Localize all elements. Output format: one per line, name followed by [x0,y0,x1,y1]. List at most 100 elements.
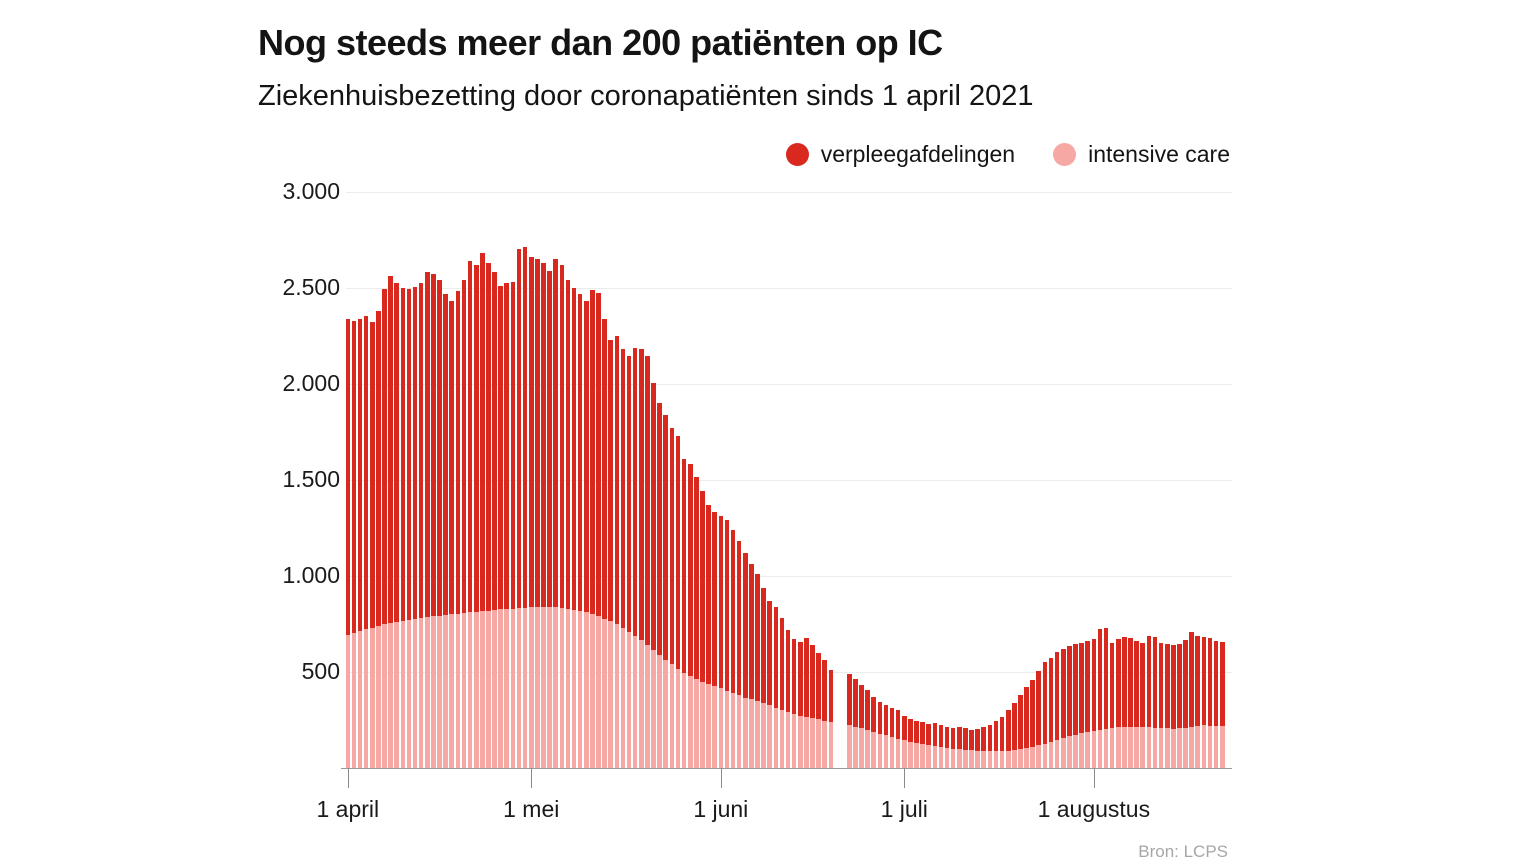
bar-verpleegafdelingen [1171,645,1176,729]
bar-intensive-care [700,681,705,768]
legend-dot-verpleegafdelingen-icon [785,143,809,166]
bar-verpleegafdelingen [975,728,980,751]
bar-verpleegafdelingen [773,607,779,708]
bar-intensive-care [1183,727,1188,768]
bar-intensive-care [455,613,461,768]
bar-intensive-care [1042,743,1048,768]
bar-verpleegafdelingen [602,318,607,619]
bar-intensive-care [1054,739,1060,768]
bar-verpleegafdelingen [1103,628,1109,729]
x-axis-tick-label: 1 mei [503,796,560,822]
bar-intensive-care [559,607,565,768]
bar-verpleegafdelingen [761,587,766,704]
bar-intensive-care [632,635,638,768]
bar-verpleegafdelingen [791,638,797,715]
bar-verpleegafdelingen [718,515,724,689]
bar-verpleegafdelingen [932,722,938,747]
bar-intensive-care [999,750,1005,768]
bar-verpleegafdelingen [528,257,534,608]
bar-intensive-care [785,712,791,768]
bar-verpleegafdelingen [926,723,932,746]
bar-intensive-care [963,749,968,768]
bar-intensive-care [1219,726,1225,768]
bar-intensive-care [1213,725,1219,768]
bar-intensive-care [883,735,889,768]
bar-intensive-care [938,747,944,768]
bar-verpleegafdelingen [687,463,693,677]
bar-verpleegafdelingen [1042,662,1048,744]
bar-verpleegafdelingen [675,435,681,670]
bar-verpleegafdelingen [467,261,473,613]
bar-intensive-care [1097,729,1103,768]
bar-verpleegafdelingen [553,259,558,608]
bar-intensive-care [510,608,516,768]
bar-verpleegafdelingen [969,729,974,751]
bar-intensive-care [749,699,754,768]
bar-intensive-care [443,615,448,768]
bar-verpleegafdelingen [853,678,858,727]
bar-verpleegafdelingen [565,280,571,609]
bar-verpleegafdelingen [639,349,644,641]
bar-intensive-care [846,725,852,768]
bar-verpleegafdelingen [1012,702,1017,750]
bar-intensive-care [400,621,406,768]
bar-verpleegafdelingen [938,725,944,748]
bar-intensive-care [779,709,785,768]
bar-intensive-care [547,606,552,768]
bar-intensive-care [424,617,430,768]
bar-verpleegafdelingen [816,652,821,720]
bar-verpleegafdelingen [1115,639,1121,728]
bar-verpleegafdelingen [1207,638,1213,726]
bar-intensive-care [1158,728,1164,768]
bar-intensive-care [431,616,436,768]
bar-verpleegafdelingen [920,722,925,745]
bar-verpleegafdelingen [369,321,375,628]
bar-intensive-care [1091,730,1097,768]
legend-item-intensive-care: intensive care [1053,141,1230,168]
bar-intensive-care [522,607,528,768]
bar-verpleegafdelingen [993,720,999,752]
y-axis-tick-label: 1.000 [282,562,340,588]
bar-intensive-care [363,629,369,768]
bar-intensive-care [388,623,393,768]
bar-intensive-care [822,720,828,768]
bar-verpleegafdelingen [846,673,852,726]
bar-intensive-care [602,618,607,768]
bar-intensive-care [767,705,773,768]
bar-verpleegafdelingen [486,263,491,611]
bar-verpleegafdelingen [681,458,687,673]
x-axis-tick [1093,768,1095,788]
bar-verpleegafdelingen [1219,641,1225,727]
bar-intensive-care [1189,726,1194,768]
bar-intensive-care [449,614,455,768]
bar-verpleegafdelingen [1140,642,1146,728]
bar-verpleegafdelingen [1128,638,1133,727]
bar-verpleegafdelingen [694,477,699,680]
y-axis-tick-label: 1.500 [282,466,340,492]
bar-intensive-care [1164,728,1170,768]
x-axis-tick [347,768,349,788]
bar-verpleegafdelingen [400,288,406,622]
bar-verpleegafdelingen [963,728,968,750]
bar-intensive-care [1122,726,1127,768]
bar-verpleegafdelingen [895,710,901,739]
bar-verpleegafdelingen [822,659,828,721]
bar-verpleegafdelingen [889,707,895,738]
bar-intensive-care [950,748,956,768]
bar-verpleegafdelingen [608,339,614,622]
bar-intensive-care [981,750,987,768]
bar-verpleegafdelingen [999,717,1005,751]
bar-intensive-care [590,614,595,768]
bar-intensive-care [663,659,669,768]
bar-verpleegafdelingen [632,348,638,636]
bar-verpleegafdelingen [1024,687,1029,749]
bar-verpleegafdelingen [522,246,528,608]
bar-intensive-care [889,737,895,768]
bar-intensive-care [853,726,858,768]
bar-intensive-care [614,624,620,768]
bar-intensive-care [871,731,876,768]
bar-verpleegafdelingen [516,248,522,609]
bar-intensive-care [345,634,351,768]
